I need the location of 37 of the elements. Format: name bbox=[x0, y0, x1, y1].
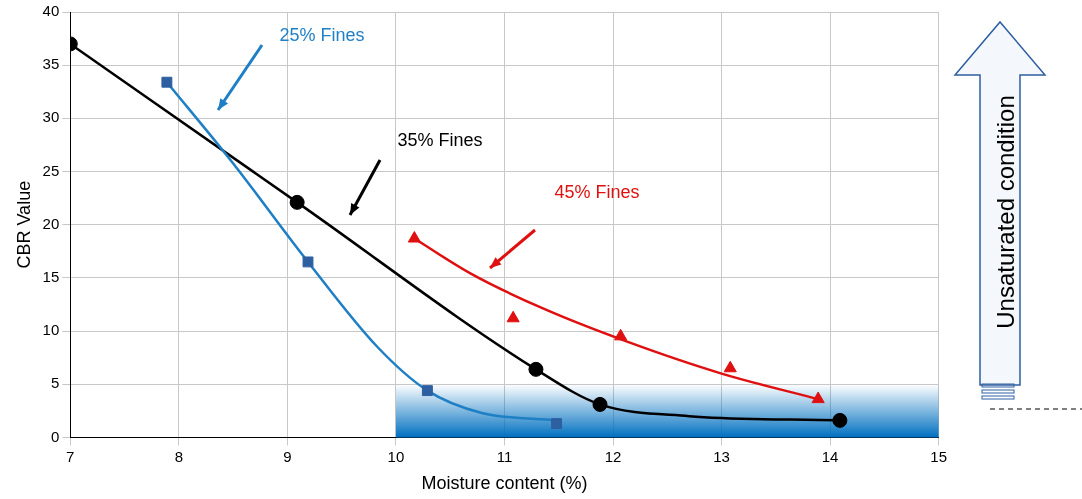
point bbox=[421, 385, 433, 397]
point bbox=[592, 396, 608, 412]
point bbox=[407, 231, 421, 243]
point bbox=[506, 310, 520, 323]
y-tick-label: 35 bbox=[42, 55, 60, 73]
point bbox=[551, 418, 563, 430]
y-tick-label: 40 bbox=[42, 2, 60, 20]
x-tick-label: 8 bbox=[174, 447, 183, 465]
text: Unsaturated condition bbox=[992, 95, 1020, 329]
y-axis-title: CBR Value bbox=[13, 180, 34, 269]
x-tick-label: 14 bbox=[821, 447, 839, 465]
y-tick-label: 30 bbox=[42, 108, 60, 126]
annotation: 35% Fines bbox=[397, 129, 483, 150]
annotation: 25% Fines bbox=[279, 24, 365, 45]
point bbox=[528, 361, 544, 377]
y-tick-label: 5 bbox=[50, 374, 60, 392]
point bbox=[302, 256, 314, 268]
x-axis-title: Moisture content (%) bbox=[421, 473, 588, 494]
x-tick-label: 11 bbox=[496, 447, 513, 465]
x-tick-label: 7 bbox=[66, 447, 75, 465]
point bbox=[832, 412, 848, 428]
y-tick-label: 0 bbox=[50, 427, 60, 445]
x-tick-label: 13 bbox=[713, 447, 730, 465]
point bbox=[614, 328, 628, 341]
annotation: 45% Fines bbox=[554, 181, 640, 202]
x-tick-label: 10 bbox=[387, 447, 405, 465]
point bbox=[161, 76, 173, 88]
y-tick-label: 25 bbox=[42, 161, 60, 179]
y-tick-label: 15 bbox=[42, 268, 60, 286]
point bbox=[723, 360, 737, 373]
x-tick-label: 9 bbox=[283, 447, 292, 465]
x-tick-label: 12 bbox=[604, 447, 622, 465]
x-tick-label: 15 bbox=[930, 447, 947, 465]
point bbox=[289, 194, 305, 210]
point bbox=[811, 391, 825, 404]
y-tick-label: 20 bbox=[42, 214, 60, 232]
y-tick-label: 10 bbox=[42, 321, 60, 339]
